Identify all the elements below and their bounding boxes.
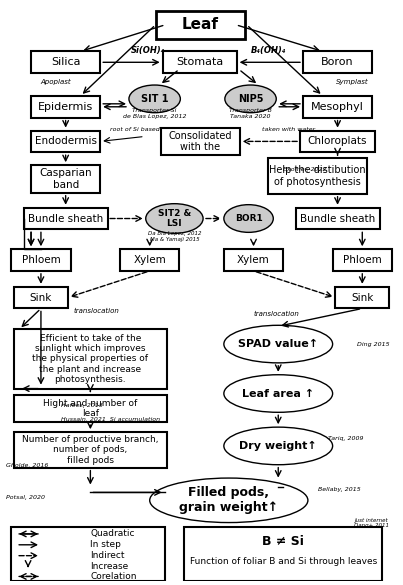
FancyBboxPatch shape	[303, 51, 372, 73]
Ellipse shape	[150, 478, 308, 522]
Text: Number of productive branch,
number of pods,
filled pods: Number of productive branch, number of p…	[22, 435, 159, 464]
Text: Transporter Si
de Blas Lopez, 2012: Transporter Si de Blas Lopez, 2012	[123, 108, 187, 119]
FancyBboxPatch shape	[335, 287, 389, 308]
Text: Exomer, 2022: Exomer, 2022	[283, 167, 327, 171]
Text: SIT2 &
LSI: SIT2 & LSI	[158, 209, 191, 228]
Ellipse shape	[224, 375, 332, 412]
Text: Potsal, 2020: Potsal, 2020	[6, 495, 45, 500]
FancyBboxPatch shape	[14, 394, 167, 422]
Text: Hussain, 2021  Si accumulation: Hussain, 2021 Si accumulation	[61, 417, 160, 422]
Text: Leaf: Leaf	[182, 17, 218, 32]
Text: Sink: Sink	[351, 292, 374, 302]
Text: Transporter B
Tanaka 2020: Transporter B Tanaka 2020	[229, 108, 272, 119]
FancyBboxPatch shape	[332, 249, 392, 271]
Text: Si(OH)₄: Si(OH)₄	[131, 46, 165, 55]
Text: Phloem: Phloem	[22, 255, 60, 265]
Text: NIP5: NIP5	[238, 94, 263, 104]
Text: Mesophyl: Mesophyl	[311, 102, 364, 112]
Text: Tariq, 2009: Tariq, 2009	[328, 435, 363, 441]
Text: Quadratic: Quadratic	[90, 529, 135, 538]
Text: Apoplast: Apoplast	[40, 79, 71, 85]
Ellipse shape	[129, 85, 181, 113]
FancyBboxPatch shape	[31, 165, 100, 193]
Text: Bellaby, 2015: Bellaby, 2015	[318, 487, 361, 492]
FancyBboxPatch shape	[156, 11, 245, 39]
Text: BOR1: BOR1	[235, 214, 262, 223]
Text: Symplast: Symplast	[336, 79, 369, 85]
Text: Help the distibution
of photosynthesis: Help the distibution of photosynthesis	[270, 165, 366, 187]
FancyBboxPatch shape	[224, 249, 283, 271]
Text: Ding 2015: Ding 2015	[357, 342, 390, 346]
Text: Consolidated
with the: Consolidated with the	[168, 130, 232, 152]
Ellipse shape	[225, 85, 276, 113]
Text: Bundle sheath: Bundle sheath	[28, 214, 103, 223]
Text: Just internet
Dang+ 2011: Just internet Dang+ 2011	[354, 518, 389, 528]
Text: B ≠ Si: B ≠ Si	[262, 535, 304, 548]
Text: Endodermis: Endodermis	[35, 136, 97, 146]
Text: Efficient to take of the
sunlight which improves
the physical properties of
the : Efficient to take of the sunlight which …	[32, 333, 148, 384]
FancyBboxPatch shape	[120, 249, 179, 271]
Text: Hight and number of
leaf: Hight and number of leaf	[43, 398, 137, 418]
FancyBboxPatch shape	[24, 208, 108, 229]
FancyBboxPatch shape	[295, 208, 380, 229]
Text: Boron: Boron	[321, 57, 354, 67]
Text: Gholde, 2016: Gholde, 2016	[6, 463, 49, 468]
Text: root of Si based: root of Si based	[110, 127, 160, 132]
Text: Xylem: Xylem	[237, 255, 270, 265]
Text: Epidermis: Epidermis	[38, 102, 93, 112]
Text: Increase: Increase	[90, 562, 129, 571]
Text: Filled pods,
grain weight↑: Filled pods, grain weight↑	[179, 486, 278, 514]
Text: Leaf area ↑: Leaf area ↑	[242, 388, 314, 398]
FancyBboxPatch shape	[14, 287, 68, 308]
Ellipse shape	[224, 205, 273, 232]
FancyBboxPatch shape	[268, 158, 367, 194]
FancyBboxPatch shape	[301, 130, 375, 152]
FancyBboxPatch shape	[31, 130, 100, 152]
Text: Xylem: Xylem	[133, 255, 166, 265]
FancyBboxPatch shape	[31, 96, 100, 118]
FancyBboxPatch shape	[163, 51, 237, 73]
Text: B₄(OH)₄: B₄(OH)₄	[251, 46, 286, 55]
Text: Bundle sheath: Bundle sheath	[300, 214, 375, 223]
FancyBboxPatch shape	[184, 527, 382, 581]
Text: Chloroplats: Chloroplats	[308, 136, 367, 146]
FancyBboxPatch shape	[303, 96, 372, 118]
Text: Corelation: Corelation	[90, 572, 137, 581]
Text: SIT 1: SIT 1	[141, 94, 168, 104]
Text: Function of foliar B and Si through leaves: Function of foliar B and Si through leav…	[189, 557, 377, 566]
FancyBboxPatch shape	[11, 249, 71, 271]
Text: Hafeez, 2013: Hafeez, 2013	[61, 403, 103, 408]
FancyBboxPatch shape	[11, 527, 164, 581]
Ellipse shape	[146, 204, 203, 233]
Text: Da Bia Lopez, 2012
Ma & Yamaji 2015: Da Bia Lopez, 2012 Ma & Yamaji 2015	[147, 231, 201, 242]
Text: In step: In step	[90, 541, 121, 549]
Text: Silica: Silica	[51, 57, 81, 67]
Text: Indirect: Indirect	[90, 551, 125, 560]
Text: Stomata: Stomata	[177, 57, 224, 67]
Text: Sink: Sink	[30, 292, 52, 302]
Text: Phloem: Phloem	[343, 255, 382, 265]
FancyBboxPatch shape	[160, 128, 240, 155]
Text: taken with water: taken with water	[262, 127, 315, 132]
Text: Dry weight↑: Dry weight↑	[239, 441, 317, 451]
Text: translocation: translocation	[253, 311, 299, 318]
FancyBboxPatch shape	[31, 51, 100, 73]
Ellipse shape	[224, 427, 332, 464]
Text: Casparian
band: Casparian band	[39, 168, 92, 190]
Text: translocation: translocation	[74, 308, 119, 315]
Ellipse shape	[224, 325, 332, 363]
FancyBboxPatch shape	[14, 432, 167, 467]
FancyBboxPatch shape	[14, 329, 167, 388]
Text: SPAD value↑: SPAD value↑	[238, 339, 318, 349]
